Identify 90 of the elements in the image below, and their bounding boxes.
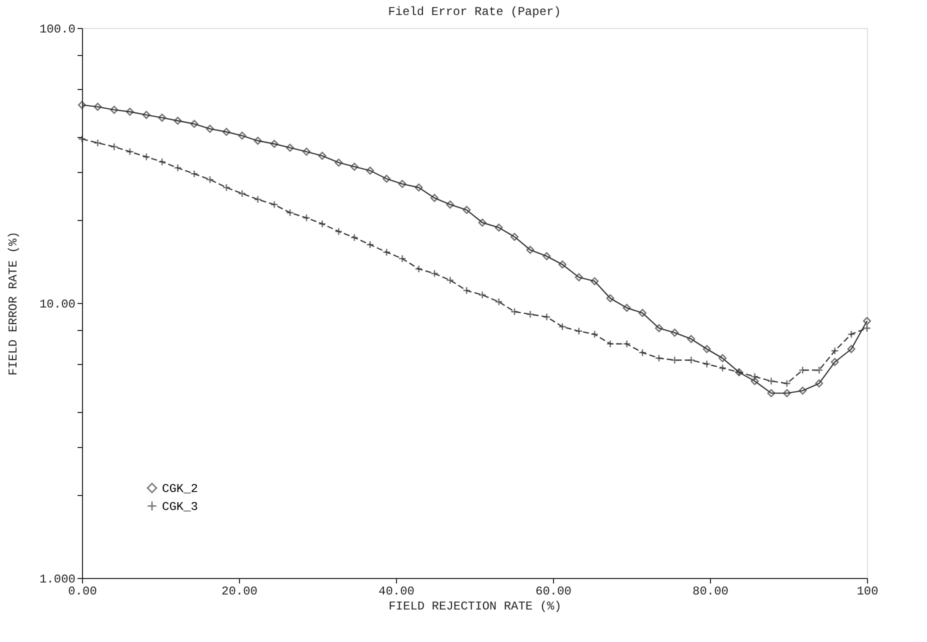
point bbox=[847, 345, 856, 354]
point bbox=[446, 276, 454, 284]
point bbox=[670, 328, 679, 337]
point bbox=[462, 206, 471, 214]
point bbox=[542, 252, 551, 260]
point bbox=[190, 120, 198, 128]
y-tick-label: 10.00 bbox=[39, 298, 76, 312]
point bbox=[767, 389, 776, 398]
point bbox=[542, 312, 551, 321]
point bbox=[590, 277, 599, 286]
legend-label: CGK_3 bbox=[162, 500, 198, 514]
point bbox=[862, 317, 872, 326]
point bbox=[414, 184, 423, 192]
point bbox=[510, 308, 519, 316]
point bbox=[638, 308, 646, 317]
point bbox=[574, 273, 583, 282]
point bbox=[830, 358, 839, 366]
point bbox=[286, 208, 294, 217]
point bbox=[158, 158, 166, 166]
point bbox=[126, 148, 134, 156]
point bbox=[558, 322, 566, 331]
point bbox=[238, 190, 246, 198]
point bbox=[254, 136, 262, 145]
point bbox=[366, 240, 374, 249]
point bbox=[398, 180, 406, 188]
point bbox=[654, 324, 663, 332]
point bbox=[687, 334, 696, 343]
x-tick-label: 80.00 bbox=[692, 584, 729, 598]
point bbox=[286, 144, 294, 152]
point bbox=[494, 298, 503, 306]
x-tick-label: 100 bbox=[856, 584, 878, 598]
point bbox=[142, 110, 150, 119]
point bbox=[815, 366, 824, 374]
legend-label: CGK_2 bbox=[162, 482, 198, 496]
point bbox=[158, 114, 166, 122]
point bbox=[110, 106, 118, 114]
point bbox=[750, 377, 759, 386]
point bbox=[238, 132, 246, 140]
y-tick-label: 100.0 bbox=[39, 22, 76, 36]
point bbox=[478, 218, 486, 227]
point bbox=[718, 354, 727, 362]
point bbox=[702, 345, 711, 354]
point bbox=[174, 116, 182, 125]
point bbox=[206, 124, 214, 133]
point bbox=[350, 234, 358, 242]
point bbox=[526, 246, 534, 254]
point bbox=[334, 227, 343, 236]
y-tick-label: 1.000 bbox=[39, 572, 76, 586]
point bbox=[718, 364, 727, 372]
point bbox=[606, 294, 614, 302]
point bbox=[382, 248, 391, 256]
point bbox=[782, 379, 791, 388]
point bbox=[382, 174, 391, 183]
point bbox=[222, 184, 230, 192]
point bbox=[462, 286, 471, 295]
point bbox=[350, 162, 358, 171]
x-axis-title: FIELD REJECTION RATE (%) bbox=[388, 600, 562, 614]
point bbox=[254, 195, 262, 204]
x-tick-label: 0.00 bbox=[68, 584, 97, 598]
point bbox=[430, 194, 438, 202]
point bbox=[318, 152, 326, 160]
point bbox=[78, 100, 86, 109]
point bbox=[494, 224, 503, 232]
x-tick-label: 40.00 bbox=[378, 584, 415, 598]
point bbox=[94, 138, 102, 147]
point bbox=[815, 379, 824, 388]
point bbox=[94, 102, 102, 111]
point bbox=[446, 200, 454, 209]
point bbox=[302, 148, 311, 156]
point bbox=[590, 330, 599, 338]
point bbox=[478, 290, 486, 299]
y-axis-title: FIELD ERROR RATE (%) bbox=[6, 231, 20, 376]
point bbox=[366, 166, 374, 175]
point bbox=[798, 386, 807, 395]
x-tick-label: 20.00 bbox=[221, 584, 258, 598]
point bbox=[334, 158, 343, 167]
point bbox=[574, 327, 583, 336]
point bbox=[558, 260, 566, 269]
point bbox=[862, 324, 872, 332]
chart-title: Field Error Rate (Paper) bbox=[388, 5, 561, 19]
point bbox=[510, 232, 519, 241]
point bbox=[622, 304, 631, 312]
point bbox=[782, 389, 791, 398]
point bbox=[270, 200, 278, 209]
point bbox=[126, 108, 134, 116]
point bbox=[206, 176, 214, 184]
point bbox=[430, 270, 438, 278]
point bbox=[222, 128, 230, 136]
x-tick-label: 60.00 bbox=[535, 584, 572, 598]
point bbox=[270, 140, 278, 148]
